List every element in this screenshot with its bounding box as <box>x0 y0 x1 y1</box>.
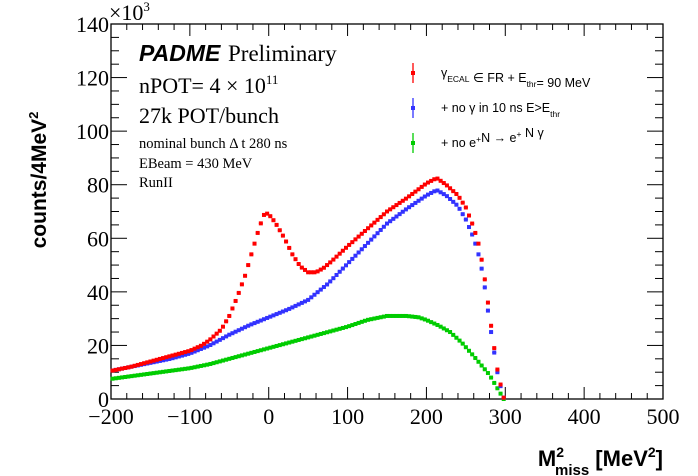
x-tick-label: −100 <box>167 404 212 429</box>
x-tick-label: 100 <box>331 404 364 429</box>
legend: γECAL ∈ FR + Ethr= 90 MeV + no γ in 10 ns… <box>411 63 591 153</box>
series-2 <box>110 313 506 401</box>
x-tick-label: 0 <box>263 404 274 429</box>
x-tick-label: 300 <box>489 404 522 429</box>
x-tick-label: 200 <box>410 404 443 429</box>
y-multiplier: ×103 <box>109 0 150 25</box>
legend-marker <box>411 71 415 75</box>
run-label: RunII <box>139 175 173 191</box>
x-axis-label: M2 miss [MeV2] <box>538 444 663 476</box>
y-tick-label: 0 <box>98 387 109 412</box>
x-tick-label: −200 <box>88 404 133 429</box>
preliminary-label: Preliminary <box>228 41 337 66</box>
y-tick-label: 60 <box>87 226 109 251</box>
legend-entry-label: γECAL ∈ FR + Ethr= 90 MeV <box>441 66 591 90</box>
pot-per-bunch-label: 27k POT/bunch <box>139 103 279 128</box>
y-tick-label: 80 <box>87 173 109 198</box>
legend-marker <box>411 106 415 110</box>
x-tick-label: 500 <box>647 404 680 429</box>
legend-entry-label: + no e+N → e+ N γ <box>441 126 544 150</box>
y-tick-label: 40 <box>87 280 109 305</box>
npot-label: nPOT= 4 × 1011 <box>139 72 278 98</box>
y-tick-label: 100 <box>76 119 109 144</box>
y-tick-label: 120 <box>76 66 109 91</box>
y-tick-label: 20 <box>87 333 109 358</box>
bunch-length-label: nominal bunch Δ t 280 ns <box>139 136 288 152</box>
experiment-label: PADME <box>139 40 221 66</box>
y-tick-label: 140 <box>76 12 109 37</box>
x-tick-label: 400 <box>568 404 601 429</box>
y-axis-label: counts/4MeV2 <box>26 112 51 249</box>
ebeam-label: EBeam = 430 MeV <box>139 156 253 172</box>
legend-marker <box>411 141 415 145</box>
legend-entry-label: + no γ in 10 ns E>Ethr <box>441 101 560 119</box>
series-1 <box>110 188 506 400</box>
data-points <box>110 176 506 401</box>
series-0 <box>110 176 506 400</box>
axis-ticks: −200 −100 0 100 200 300 400 500 0 20 40 60 80 100 120 1… <box>76 12 680 429</box>
